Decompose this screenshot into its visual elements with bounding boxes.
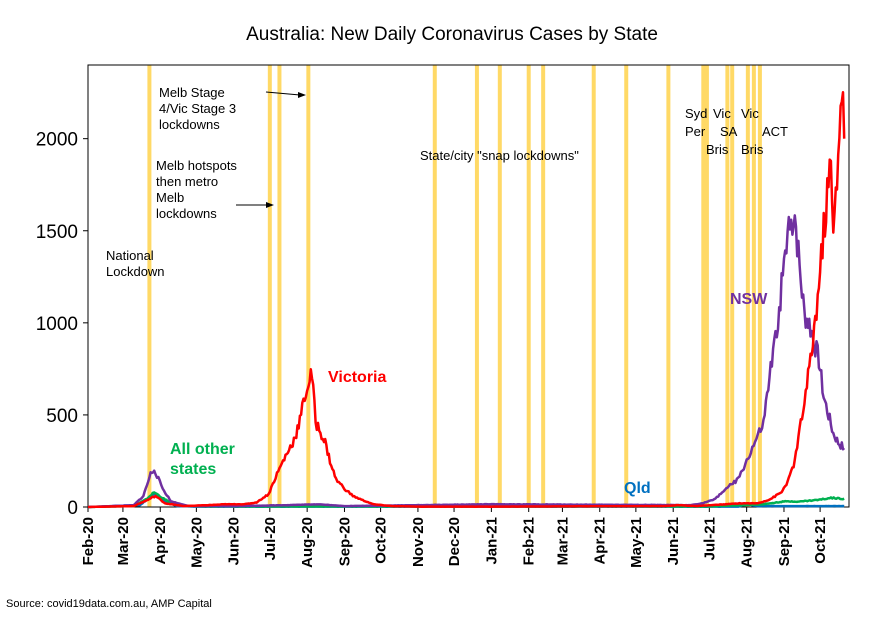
annotation-melb-stage4: 4/Vic Stage 3 <box>159 101 236 116</box>
series-lines <box>87 91 846 509</box>
annotation-melb-hotspots: Melb <box>156 190 184 205</box>
annotation-melb-stage4: lockdowns <box>159 117 220 132</box>
series-label-all-other-states: states <box>170 461 216 478</box>
x-tick-label-Apr-20: Apr-20 <box>152 517 169 565</box>
x-tick-label-Nov-20: Nov-20 <box>410 517 427 567</box>
arrow-melb-stage4 <box>265 91 301 96</box>
annotation-melb-hotspots: then metro <box>156 174 218 189</box>
x-tick-label-Jul-21: Jul-21 <box>701 517 718 560</box>
y-tick-label-500: 500 <box>46 406 78 427</box>
annotation-syd: Bris <box>706 142 729 157</box>
x-tick-label-Sep-20: Sep-20 <box>336 517 353 566</box>
y-tick-label-1000: 1000 <box>36 314 78 335</box>
x-tick-label-Jan-21: Jan-21 <box>483 517 500 565</box>
x-tick-label-Jul-20: Jul-20 <box>262 517 279 560</box>
x-tick-label-Dec-20: Dec-20 <box>446 517 463 566</box>
series-label-qld: Qld <box>624 480 651 497</box>
series-label-nsw: NSW <box>730 291 768 308</box>
x-tick-label-Oct-21: Oct-21 <box>812 517 829 564</box>
x-tick-label-Feb-21: Feb-21 <box>521 517 538 565</box>
series-label-all-other-states: All other <box>170 441 235 458</box>
annotation-vic2: Bris <box>741 142 764 157</box>
x-tick-label-Jun-21: Jun-21 <box>665 517 682 565</box>
x-tick-label-Oct-20: Oct-20 <box>373 517 390 564</box>
annotation-vic1: Vic <box>713 106 731 121</box>
annotation-national: Lockdown <box>106 264 165 279</box>
annotation-melb-hotspots: Melb hotspots <box>156 158 237 173</box>
series-labels: Victoria NSW All other states Qld <box>170 291 768 497</box>
annotation-syd: Per <box>685 124 706 139</box>
annotation-vic2: Vic <box>741 106 759 121</box>
annotation-national: National <box>106 248 154 263</box>
y-tick-label-2000: 2000 <box>36 130 78 151</box>
annotation-melb-hotspots: lockdowns <box>156 206 217 221</box>
annotation-arrows <box>236 91 306 208</box>
annotation-vic1: SA <box>720 124 738 139</box>
x-tick-label-Mar-20: Mar-20 <box>115 517 132 565</box>
arrowhead-melb-hotspots <box>266 202 274 208</box>
x-tick-label-May-20: May-20 <box>188 517 205 568</box>
annotation-melb-stage4: Melb Stage <box>159 85 225 100</box>
lockdown-lines <box>147 65 762 507</box>
x-tick-label-Feb-20: Feb-20 <box>80 517 97 565</box>
annotation-vic2: ACT <box>762 124 788 139</box>
chart: Australia: New Daily Coronavirus Cases b… <box>35 24 850 568</box>
y-tick-label-1500: 1500 <box>36 222 78 243</box>
arrowhead-melb-stage4 <box>298 92 306 98</box>
chart-title: Australia: New Daily Coronavirus Cases b… <box>246 24 658 45</box>
series-line-nsw <box>87 214 846 509</box>
source-note: Source: covid19data.com.au, AMP Capital <box>6 598 212 610</box>
x-axis: Feb-20 Mar-20 Apr-20 May-20 Jun-20 Jul-20 Aug-… <box>80 507 829 568</box>
y-axis: 0 500 1000 1500 2000 <box>36 130 88 519</box>
x-tick-label-Aug-20: Aug-20 <box>299 517 316 568</box>
x-tick-label-Jun-20: Jun-20 <box>226 517 243 565</box>
annotation-snap: State/city "snap lockdowns" <box>420 148 579 163</box>
annotation-syd: Syd <box>685 106 707 121</box>
series-label-victoria: Victoria <box>328 369 387 386</box>
x-tick-label-Aug-21: Aug-21 <box>739 517 756 568</box>
x-tick-label-May-21: May-21 <box>628 517 645 568</box>
y-tick-label-0: 0 <box>67 498 78 519</box>
x-tick-label-Apr-21: Apr-21 <box>592 517 609 565</box>
series-line-victoria <box>88 91 846 509</box>
x-tick-label-Mar-21: Mar-21 <box>554 517 571 565</box>
x-tick-label-Sep-21: Sep-21 <box>776 517 793 566</box>
